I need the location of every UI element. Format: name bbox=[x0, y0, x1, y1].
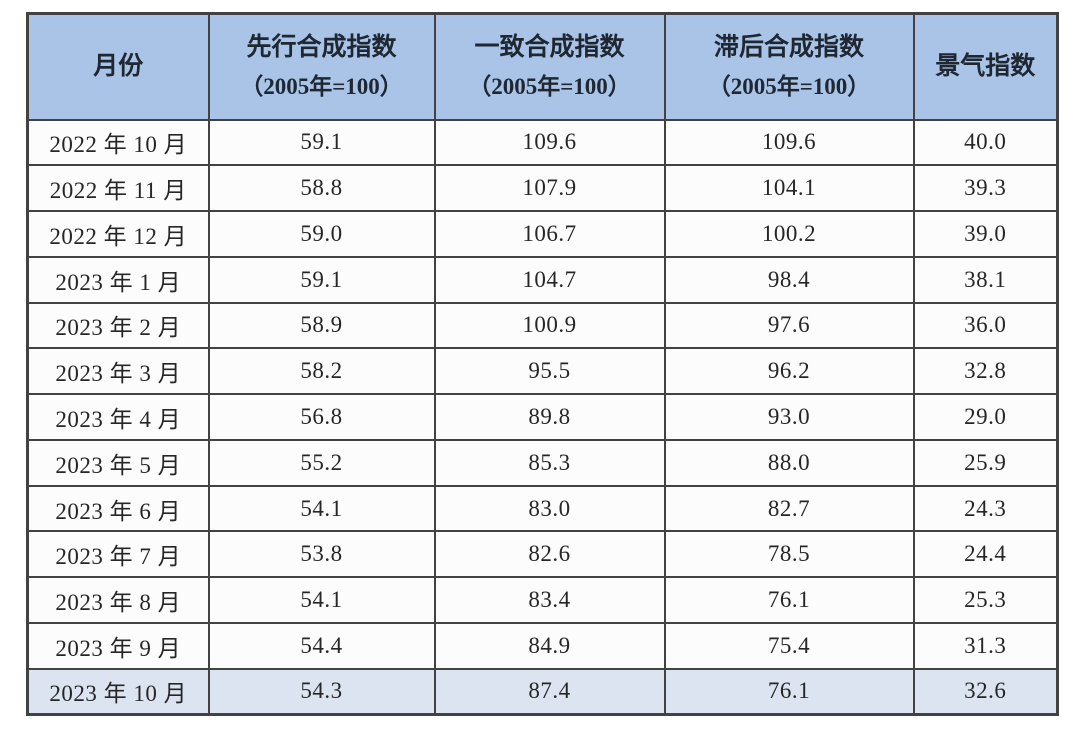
column-header-coincident-subtitle: （2005年=100） bbox=[468, 74, 631, 100]
cell-month: 2023 年 8 月 bbox=[26, 576, 210, 624]
cell-month: 2022 年 12 月 bbox=[26, 210, 210, 258]
cell-coincident: 84.9 bbox=[433, 621, 666, 670]
cell-coincident: 83.0 bbox=[433, 484, 666, 533]
cell-lagging: 76.1 bbox=[663, 667, 915, 716]
cell-lagging: 88.0 bbox=[663, 438, 915, 487]
cell-coincident: 95.5 bbox=[433, 347, 666, 396]
cell-lagging: 96.2 bbox=[663, 347, 915, 396]
column-header-lagging-subtitle: （2005年=100） bbox=[707, 74, 871, 100]
column-header-coincident-index: 一致合成指数 （2005年=100） bbox=[433, 12, 666, 121]
cell-leading: 54.1 bbox=[207, 484, 436, 533]
column-header-lagging-index: 滞后合成指数 （2005年=100） bbox=[663, 12, 915, 121]
cell-month: 2023 年 5 月 bbox=[26, 438, 210, 487]
cell-prosperity: 40.0 bbox=[912, 118, 1059, 167]
cell-month: 2023 年 3 月 bbox=[26, 347, 210, 396]
column-header-leading-label: 先行合成指数 bbox=[246, 33, 397, 61]
column-header-month: 月份 bbox=[26, 12, 210, 121]
column-header-coincident-label: 一致合成指数 bbox=[474, 33, 625, 61]
table-row: 2023 年 5 月 55.2 85.3 88.0 25.9 bbox=[26, 438, 1059, 487]
cell-lagging: 78.5 bbox=[663, 530, 915, 579]
cell-lagging: 109.6 bbox=[663, 118, 915, 167]
table-body: 2022 年 10 月 59.1 109.6 109.6 40.0 2022 年… bbox=[26, 118, 1059, 716]
cell-lagging: 104.1 bbox=[663, 164, 915, 213]
table-row: 2022 年 10 月 59.1 109.6 109.6 40.0 bbox=[26, 118, 1059, 167]
cell-prosperity: 36.0 bbox=[912, 301, 1059, 350]
cell-prosperity: 38.1 bbox=[912, 255, 1059, 304]
cell-prosperity: 29.0 bbox=[912, 393, 1059, 441]
table-row: 2023 年 3 月 58.2 95.5 96.2 32.8 bbox=[26, 347, 1059, 396]
cell-leading: 54.3 bbox=[207, 667, 436, 716]
cell-coincident: 82.6 bbox=[433, 530, 666, 579]
table-row-highlighted: 2023 年 10 月 54.3 87.4 76.1 32.6 bbox=[26, 667, 1059, 716]
cell-month: 2022 年 10 月 bbox=[26, 118, 210, 167]
table-header: 月份 先行合成指数 （2005年=100） 一致合成指数 （2005年=100）… bbox=[26, 12, 1059, 121]
cell-month: 2022 年 11 月 bbox=[26, 164, 210, 213]
cell-leading: 58.8 bbox=[207, 164, 436, 213]
column-header-prosperity-index: 景气指数 bbox=[912, 12, 1059, 121]
cell-month: 2023 年 2 月 bbox=[26, 301, 210, 350]
column-header-leading-subtitle: （2005年=100） bbox=[240, 74, 403, 100]
cell-prosperity: 39.0 bbox=[912, 210, 1059, 258]
cell-prosperity: 31.3 bbox=[912, 621, 1059, 670]
header-row: 月份 先行合成指数 （2005年=100） 一致合成指数 （2005年=100）… bbox=[26, 12, 1059, 121]
cell-lagging: 100.2 bbox=[663, 210, 915, 258]
cell-prosperity: 32.8 bbox=[912, 347, 1059, 396]
cell-leading: 56.8 bbox=[207, 393, 436, 441]
table-row: 2022 年 12 月 59.0 106.7 100.2 39.0 bbox=[26, 210, 1059, 258]
column-header-month-label: 月份 bbox=[93, 53, 144, 80]
cell-coincident: 85.3 bbox=[433, 438, 666, 487]
cell-leading: 54.1 bbox=[207, 576, 436, 624]
cell-prosperity: 24.4 bbox=[912, 530, 1059, 579]
cell-month: 2023 年 9 月 bbox=[26, 621, 210, 670]
cell-coincident: 104.7 bbox=[433, 255, 666, 304]
cell-leading: 58.9 bbox=[207, 301, 436, 350]
cell-lagging: 82.7 bbox=[663, 484, 915, 533]
cell-lagging: 93.0 bbox=[663, 393, 915, 441]
cell-lagging: 76.1 bbox=[663, 576, 915, 624]
cell-leading: 59.1 bbox=[207, 118, 436, 167]
cell-prosperity: 39.3 bbox=[912, 164, 1059, 213]
table-row: 2023 年 1 月 59.1 104.7 98.4 38.1 bbox=[26, 255, 1059, 304]
column-header-prosperity-label: 景气指数 bbox=[935, 53, 1036, 80]
cell-leading: 55.2 bbox=[207, 438, 436, 487]
column-header-lagging-label: 滞后合成指数 bbox=[713, 33, 864, 61]
cell-lagging: 97.6 bbox=[663, 301, 915, 350]
cell-prosperity: 25.3 bbox=[912, 576, 1059, 624]
cell-coincident: 109.6 bbox=[433, 118, 666, 167]
column-header-leading-index: 先行合成指数 （2005年=100） bbox=[207, 12, 436, 121]
cell-month: 2023 年 6 月 bbox=[26, 484, 210, 533]
cell-lagging: 75.4 bbox=[663, 621, 915, 670]
cell-leading: 59.1 bbox=[207, 255, 436, 304]
cell-month: 2023 年 4 月 bbox=[26, 393, 210, 441]
cell-coincident: 100.9 bbox=[433, 301, 666, 350]
table-row: 2023 年 8 月 54.1 83.4 76.1 25.3 bbox=[26, 576, 1059, 624]
table-row: 2023 年 9 月 54.4 84.9 75.4 31.3 bbox=[26, 621, 1059, 670]
cell-prosperity: 32.6 bbox=[912, 667, 1059, 716]
table-row: 2023 年 4 月 56.8 89.8 93.0 29.0 bbox=[26, 393, 1059, 441]
cell-coincident: 106.7 bbox=[433, 210, 666, 258]
prosperity-index-table: 月份 先行合成指数 （2005年=100） 一致合成指数 （2005年=100）… bbox=[26, 12, 1059, 716]
table-row: 2022 年 11 月 58.8 107.9 104.1 39.3 bbox=[26, 164, 1059, 213]
cell-coincident: 107.9 bbox=[433, 164, 666, 213]
cell-coincident: 89.8 bbox=[433, 393, 666, 441]
cell-prosperity: 25.9 bbox=[912, 438, 1059, 487]
table-row: 2023 年 2 月 58.9 100.9 97.6 36.0 bbox=[26, 301, 1059, 350]
cell-lagging: 98.4 bbox=[663, 255, 915, 304]
cell-prosperity: 24.3 bbox=[912, 484, 1059, 533]
cell-month: 2023 年 7 月 bbox=[26, 530, 210, 579]
cell-leading: 54.4 bbox=[207, 621, 436, 670]
cell-leading: 59.0 bbox=[207, 210, 436, 258]
table-row: 2023 年 6 月 54.1 83.0 82.7 24.3 bbox=[26, 484, 1059, 533]
cell-leading: 58.2 bbox=[207, 347, 436, 396]
cell-coincident: 87.4 bbox=[433, 667, 666, 716]
cell-month: 2023 年 10 月 bbox=[26, 667, 210, 716]
table-row: 2023 年 7 月 53.8 82.6 78.5 24.4 bbox=[26, 530, 1059, 579]
cell-month: 2023 年 1 月 bbox=[26, 255, 210, 304]
cell-leading: 53.8 bbox=[207, 530, 436, 579]
cell-coincident: 83.4 bbox=[433, 576, 666, 624]
